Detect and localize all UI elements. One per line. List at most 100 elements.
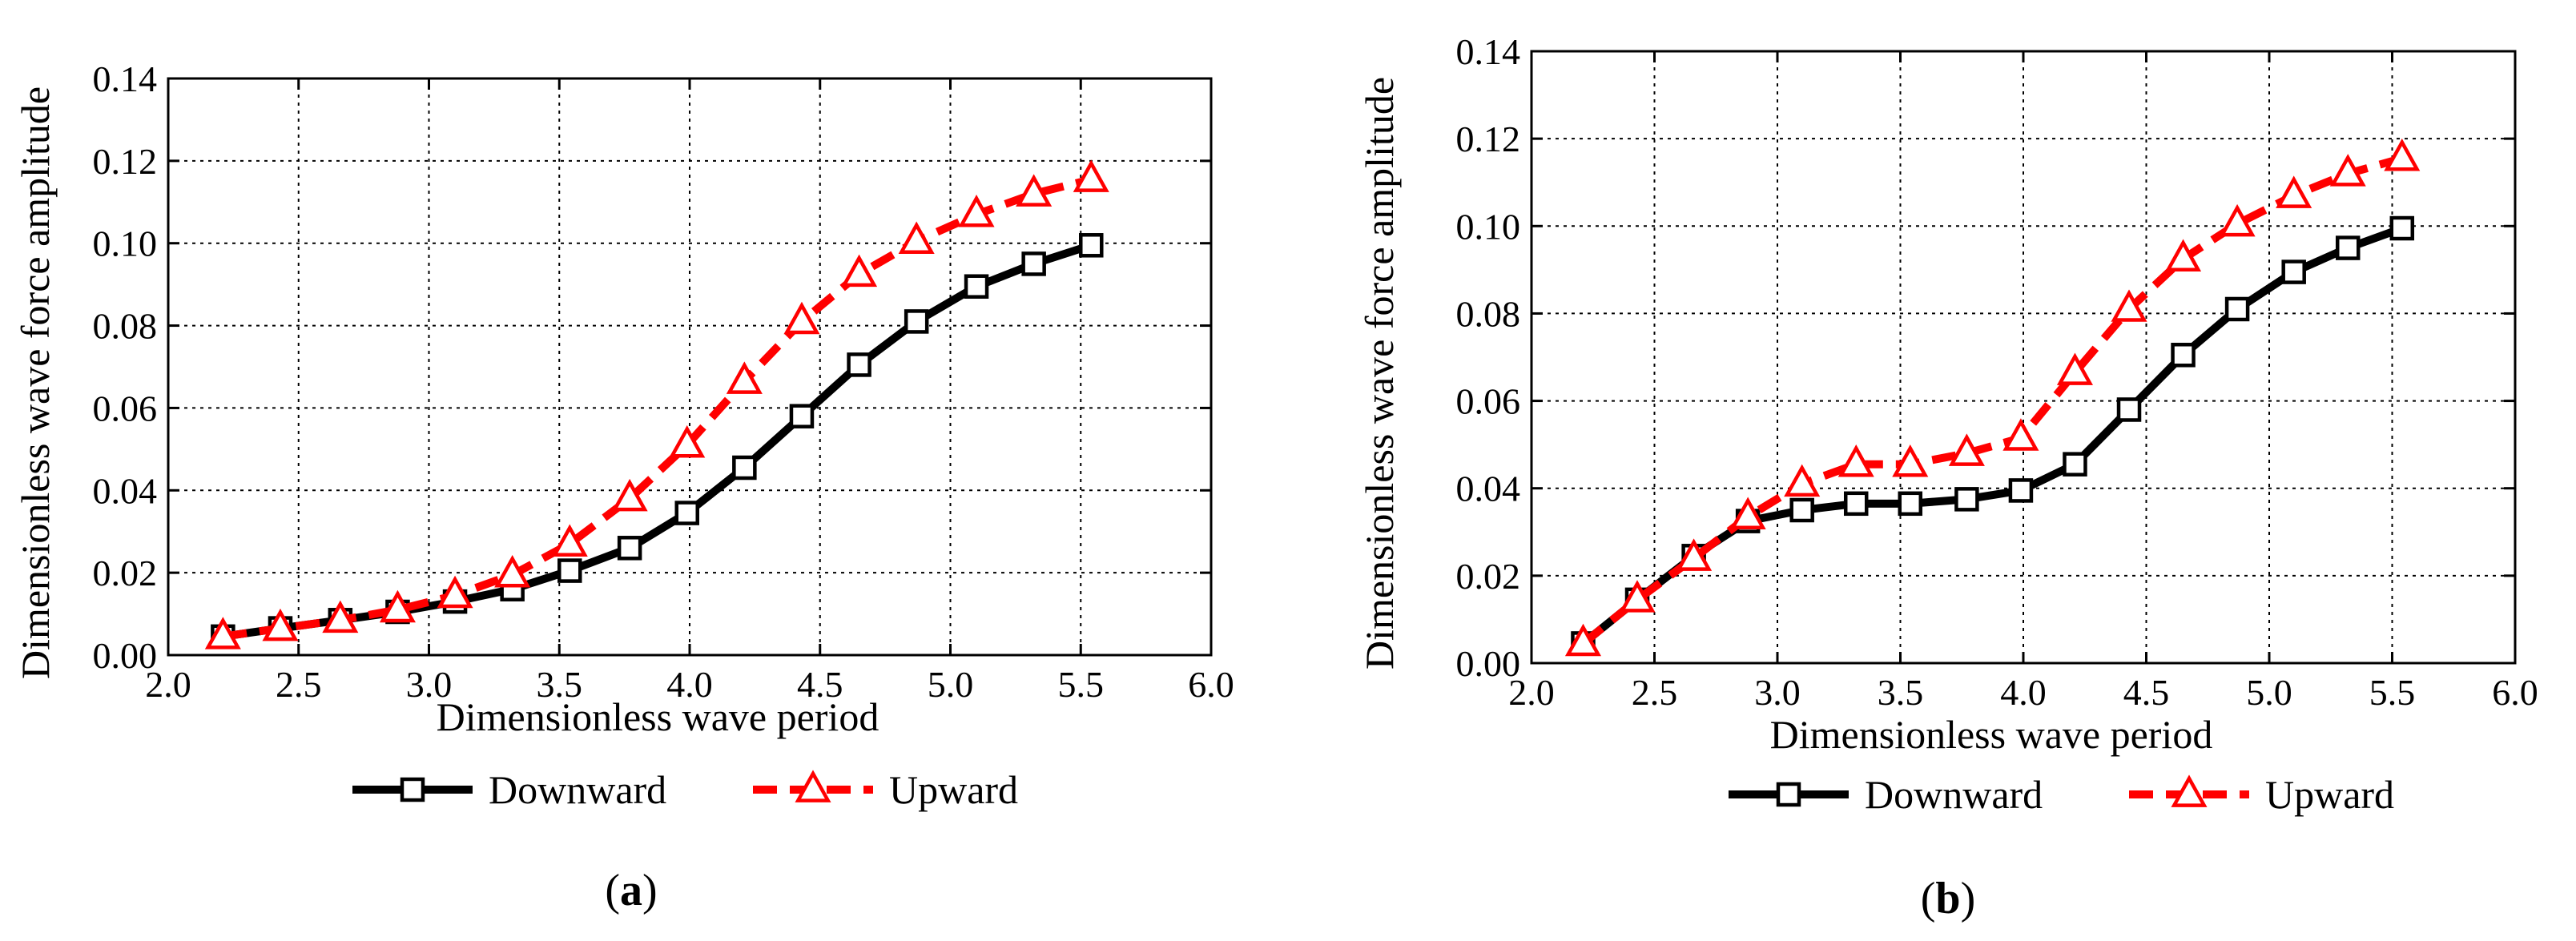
data-point-upward — [494, 555, 531, 588]
y-tick-label: 0.00 — [93, 635, 158, 676]
data-point-downward — [789, 404, 815, 428]
panel-label: (b) — [1921, 874, 1975, 923]
legend-label-downward: Downward — [489, 767, 666, 812]
data-point-upward — [204, 617, 241, 649]
data-point-upward — [437, 575, 473, 609]
y-tick-label: 0.08 — [93, 306, 158, 347]
data-point-upward — [898, 221, 935, 254]
data-point-upward — [841, 254, 878, 288]
data-point-upward — [1729, 497, 1766, 530]
x-tick-label: 4.5 — [2123, 672, 2170, 713]
data-point-upward — [2056, 352, 2093, 385]
x-tick-label: 6.0 — [2492, 672, 2538, 713]
x-tick-label: 5.5 — [1058, 664, 1105, 705]
panel-label: (a) — [605, 866, 657, 915]
x-tick-label: 4.0 — [666, 664, 713, 705]
data-point-upward — [2165, 239, 2202, 272]
data-point-upward — [2329, 154, 2366, 187]
data-point-downward — [2116, 397, 2142, 422]
data-point-upward — [2384, 139, 2421, 171]
y-axis-label: Dimensionless wave force amplitude — [1357, 77, 1402, 670]
legend-label-upward: Upward — [889, 767, 1018, 812]
x-tick-label: 2.0 — [145, 664, 191, 705]
data-point-upward — [379, 589, 416, 623]
y-tick-label: 0.00 — [1456, 643, 1521, 684]
data-point-downward — [1954, 487, 1979, 512]
data-point-upward — [1892, 444, 1929, 477]
chart-panel-b: 2.0 2.5 3.0 3.5 4.0 4.5 5.0 5.5 6.0 0.00 0.02 0.04 0… — [1357, 31, 2538, 923]
data-point-downward — [732, 455, 757, 481]
data-point-upward — [1619, 580, 1656, 613]
data-point-downward — [674, 501, 699, 525]
legend-label-downward: Downward — [1865, 772, 2043, 817]
data-point-upward — [611, 478, 648, 512]
legend: Downward Upward — [352, 767, 1018, 812]
x-tick-label: 5.0 — [928, 664, 974, 705]
series-upward — [204, 159, 1109, 649]
y-tick-label: 0.02 — [93, 553, 158, 593]
data-point-downward — [2335, 235, 2361, 260]
x-tick-label: 2.0 — [1508, 672, 1555, 713]
data-point-downward — [2224, 296, 2250, 322]
series-line-upward — [222, 175, 1093, 641]
data-point-upward — [669, 425, 706, 458]
data-point-downward — [617, 536, 642, 561]
data-point-upward — [1948, 433, 1985, 466]
data-point-upward — [1564, 623, 1601, 657]
series-line-downward — [1580, 224, 2404, 647]
data-point-upward — [2111, 289, 2147, 322]
data-point-upward — [958, 195, 995, 227]
chart-panel-a: 2.0 2.5 3.0 3.5 4.0 4.5 5.0 5.5 6.0 0.00 0.02 0.04 0… — [13, 58, 1234, 915]
data-point-upward — [2219, 203, 2256, 237]
legend-marker-downward — [1776, 782, 1801, 807]
legend-marker-upward — [795, 770, 831, 802]
legend-marker-downward — [400, 777, 425, 802]
series-upward — [1564, 139, 2421, 657]
data-point-upward — [1676, 538, 1713, 571]
data-point-downward — [847, 352, 871, 377]
y-tick-label: 0.04 — [93, 470, 158, 511]
y-axis-label: Dimensionless wave force amplitude — [13, 86, 58, 679]
y-tick-label: 0.06 — [93, 388, 158, 428]
data-point-upward — [2276, 175, 2312, 208]
x-tick-label: 5.5 — [2369, 672, 2416, 713]
legend-marker-upward — [2171, 774, 2208, 807]
y-tick-label: 0.14 — [93, 58, 158, 99]
data-point-upward — [1073, 159, 1109, 192]
x-tick-label: 6.0 — [1188, 664, 1234, 705]
x-tick-label: 5.0 — [2246, 672, 2292, 713]
data-point-downward — [2389, 215, 2415, 241]
y-tick-label: 0.12 — [1456, 119, 1521, 159]
data-point-downward — [2063, 452, 2087, 477]
data-point-downward — [1079, 233, 1104, 258]
data-point-upward — [726, 361, 763, 394]
y-tick-label: 0.14 — [1456, 31, 1521, 72]
data-point-upward — [1784, 464, 1821, 497]
data-point-upward — [322, 600, 359, 633]
x-tick-label: 2.5 — [1632, 672, 1678, 713]
x-axis-label: Dimensionless wave period — [437, 694, 879, 739]
data-point-upward — [1837, 444, 1874, 477]
y-tick-label: 0.10 — [93, 223, 158, 264]
data-point-upward — [262, 608, 299, 641]
data-point-downward — [557, 558, 582, 583]
x-tick-label: 2.5 — [276, 664, 322, 705]
data-point-upward — [783, 301, 820, 335]
legend-label-upward: Upward — [2265, 772, 2394, 817]
x-tick-label: 4.0 — [2000, 672, 2047, 713]
data-point-downward — [1898, 491, 1923, 517]
data-point-downward — [2008, 478, 2034, 503]
x-tick-label: 3.0 — [406, 664, 453, 705]
data-point-upward — [2002, 418, 2039, 451]
y-tick-label: 0.04 — [1456, 468, 1521, 509]
y-tick-label: 0.10 — [1456, 206, 1521, 247]
x-tick-label: 3.0 — [1754, 672, 1801, 713]
data-point-downward — [1843, 491, 1869, 517]
legend: Downward Upward — [1729, 772, 2394, 817]
data-point-downward — [2171, 343, 2196, 368]
y-tick-label: 0.12 — [93, 141, 158, 182]
x-tick-label: 4.5 — [797, 664, 843, 705]
y-tick-label: 0.02 — [1456, 556, 1521, 597]
